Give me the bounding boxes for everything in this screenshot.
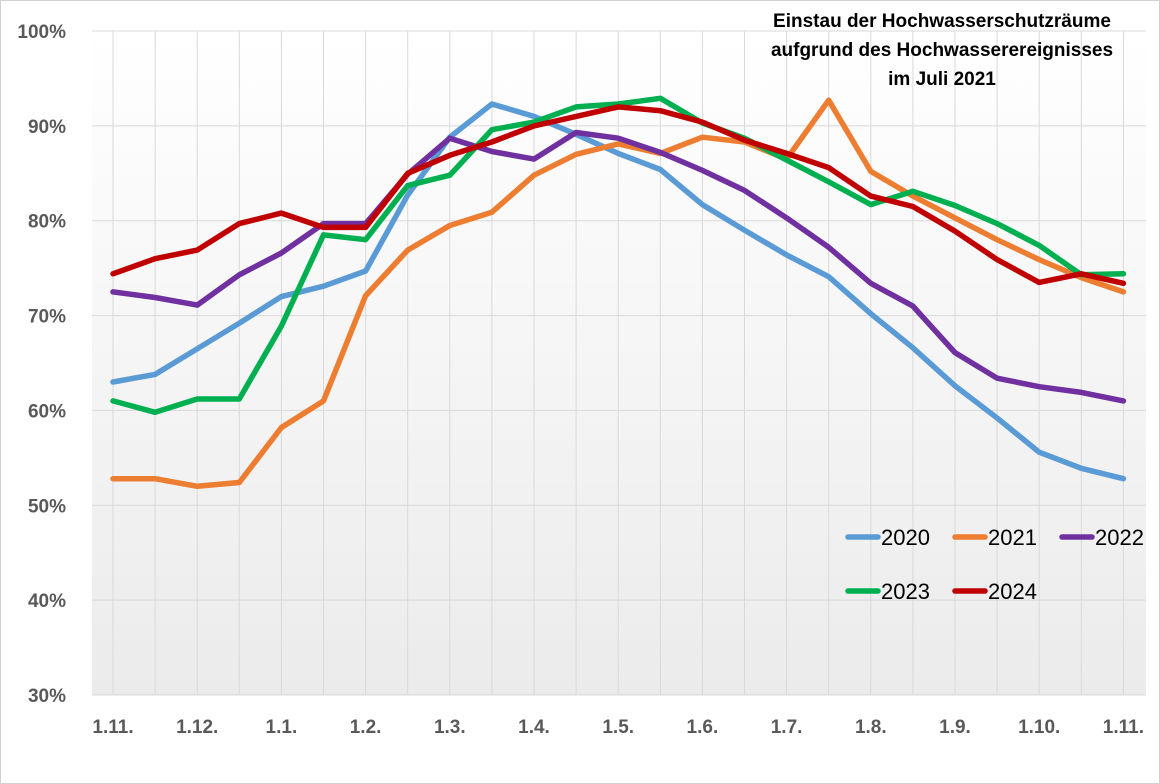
series-line-2023 — [110, 95, 1127, 416]
legend-label-2022: 2022 — [1095, 525, 1144, 550]
x-tick-label: 1.3. — [434, 717, 466, 738]
series-line-2020 — [110, 101, 1127, 482]
chart-title-line-1: Einstau der Hochwasserschutzräume — [773, 11, 1111, 32]
x-tick-label: 1.2. — [350, 717, 382, 738]
x-tick-label: 1.10. — [1018, 717, 1060, 738]
legend-label-2024: 2024 — [988, 579, 1037, 604]
chart-title-line-3: im Juli 2021 — [888, 69, 996, 90]
series-line-2021 — [110, 97, 1127, 490]
series-line-2022 — [110, 129, 1127, 404]
x-tick-label: 1.7. — [771, 717, 803, 738]
y-tick-label: 70% — [28, 307, 66, 328]
series-lines — [110, 95, 1127, 490]
x-tick-label: 1.12. — [176, 717, 218, 738]
y-tick-label: 100% — [17, 22, 66, 43]
x-tick-label: 1.9. — [939, 717, 971, 738]
y-axis-tick-labels: 30% 40% 50% 60% 70% 80% 90% 100% — [17, 22, 66, 707]
y-tick-label: 60% — [28, 401, 66, 422]
y-tick-label: 90% — [28, 117, 66, 138]
chart-title-line-2: aufgrund des Hochwasserereignisses — [771, 40, 1113, 61]
legend-label-2021: 2021 — [988, 525, 1037, 550]
x-tick-label: 1.11. — [92, 717, 133, 738]
horizontal-gridlines — [92, 30, 1146, 696]
x-tick-label: 1.1. — [266, 717, 298, 738]
legend-label-2023: 2023 — [881, 579, 930, 604]
x-tick-label: 1.4. — [518, 717, 550, 738]
y-tick-label: 30% — [28, 686, 66, 707]
y-tick-label: 80% — [28, 212, 66, 233]
legend: 2020 2021 2022 2023 2024 — [845, 525, 1144, 604]
x-tick-label: 1.6. — [687, 717, 719, 738]
x-tick-label: 1.5. — [602, 717, 634, 738]
x-tick-label: 1.11. — [1103, 717, 1144, 738]
y-tick-label: 40% — [28, 591, 66, 612]
y-tick-label: 50% — [28, 496, 66, 517]
x-axis-tick-labels: 1.11. 1.12. 1.1. 1.2. 1.3. 1.4. 1.5. 1.6. 1.7. 1.… — [92, 717, 1144, 738]
series-line-2024 — [110, 104, 1127, 287]
x-tick-label: 1.8. — [855, 717, 887, 738]
legend-label-2020: 2020 — [881, 525, 930, 550]
